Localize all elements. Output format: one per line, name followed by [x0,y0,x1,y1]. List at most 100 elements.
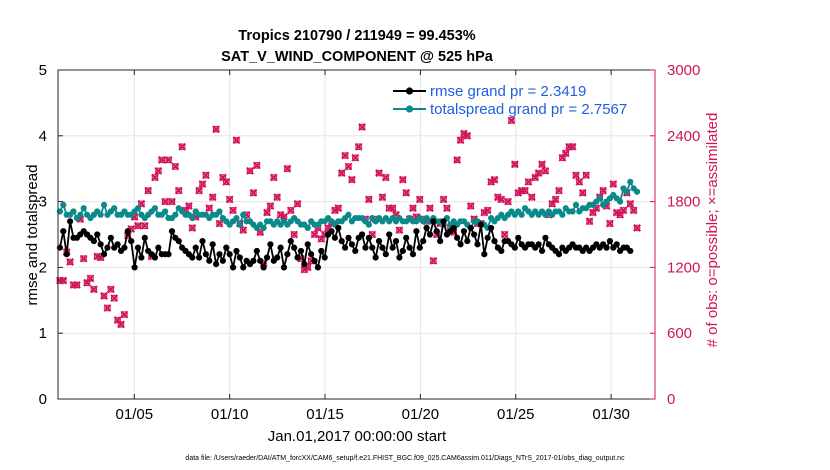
rmse-point [216,251,223,258]
obs-possible-point [110,294,118,302]
totalspread-point [111,205,118,212]
totalspread-point [172,211,179,218]
obs-assimilated-point [293,199,302,208]
obs-assimilated-point [110,294,119,303]
obs-assimilated-point [551,195,560,204]
obs-assimilated-point [527,193,536,202]
obs-assimilated-point [500,230,509,239]
obs-assimilated-point [466,202,475,210]
obs-assimilated-point [215,219,224,228]
rmse-point [555,251,563,258]
obs-possible-point [117,321,125,328]
obs-possible-point [480,209,488,216]
obs-assimilated-point [575,177,584,186]
obs-assimilated-point [164,156,173,164]
obs-assimilated-point [249,188,258,197]
obs-assimilated-point [161,197,170,206]
rmse-point [433,228,440,235]
rmse-point [481,251,488,258]
obs-assimilated-point [89,285,98,294]
obs-possible-point [270,174,278,181]
rmse-point [90,237,97,245]
obs-possible-point [616,211,624,219]
rmse-point [345,234,352,241]
obs-possible-point [188,224,196,232]
obs-possible-point [633,224,641,232]
rmse-point [223,244,230,251]
totalspread-point [559,211,566,218]
obs-possible-point [151,174,159,181]
rmse-point [613,241,620,248]
obs-possible-point [443,204,451,212]
obs-assimilated-point [351,153,360,162]
rmse-point [291,244,298,251]
obs-assimilated-point [490,175,499,184]
totalspread-point [240,211,247,218]
obs-assimilated-point [443,204,451,213]
y-right-tick-label: 1200 [667,259,700,276]
legend-spread-marker [405,105,414,113]
y-left-tick-label: 5 [39,62,47,79]
obs-possible-point [155,167,162,175]
obs-assimilated-point [283,164,292,173]
obs-possible-point [555,187,563,194]
rmse-point [63,251,70,258]
rmse-point [274,254,281,261]
obs-possible-point [304,264,312,271]
rmse-point [460,228,468,235]
rmse-point [328,228,335,235]
obs-possible-point [460,130,468,137]
rmse-point [430,218,437,225]
obs-assimilated-point [415,195,424,204]
rmse-point [440,218,447,225]
totalspread-point [518,211,525,218]
obs-assimilated-point [280,213,288,221]
rmse-point [199,237,206,245]
y-right-tick-label: 3000 [667,62,700,79]
rmse-point [138,254,145,261]
totalspread-point [216,208,223,215]
obs-assimilated-point [398,175,407,184]
rmse-point [457,241,464,248]
obs-assimilated-point [154,166,163,175]
obs-assimilated-point [629,206,638,215]
obs-possible-point [559,154,566,162]
obs-possible-point [592,204,600,212]
rmse-point [515,234,522,241]
obs-assimilated-point [347,175,356,184]
obs-assimilated-point [456,136,465,145]
obs-possible-point [491,176,498,184]
y-left-tick-label: 0 [39,391,47,408]
obs-possible-point [606,220,614,227]
obs-assimilated-point [578,188,587,197]
obs-possible-point [576,178,583,186]
rmse-point [372,254,379,261]
rmse-point [542,234,549,241]
rmse-point [260,264,267,271]
obs-possible-point [351,154,359,162]
obs-possible-point [511,160,519,168]
rmse-point [467,224,474,232]
rmse-point [627,247,634,255]
rmse-point [219,257,226,264]
rmse-point [308,251,315,258]
obs-assimilated-point [375,169,383,177]
obs-assimilated-point [157,156,166,164]
obs-assimilated-point [246,166,254,175]
obs-possible-point [501,231,509,238]
rmse-point [498,247,505,255]
rmse-point [263,254,271,261]
obs-assimilated-point [140,221,149,230]
obs-assimilated-point [103,304,112,312]
obs-possible-point [525,178,532,186]
obs-possible-point [185,202,193,210]
y-left-tick-label: 1 [39,325,47,342]
obs-assimilated-point [534,169,543,177]
obs-assimilated-point [426,204,434,213]
obs-possible-point [368,231,376,238]
obs-possible-point [504,198,512,205]
obs-possible-point [589,209,597,216]
obs-assimilated-point [599,186,608,195]
obs-assimilated-point [100,292,108,300]
totalspread-point [97,211,104,218]
